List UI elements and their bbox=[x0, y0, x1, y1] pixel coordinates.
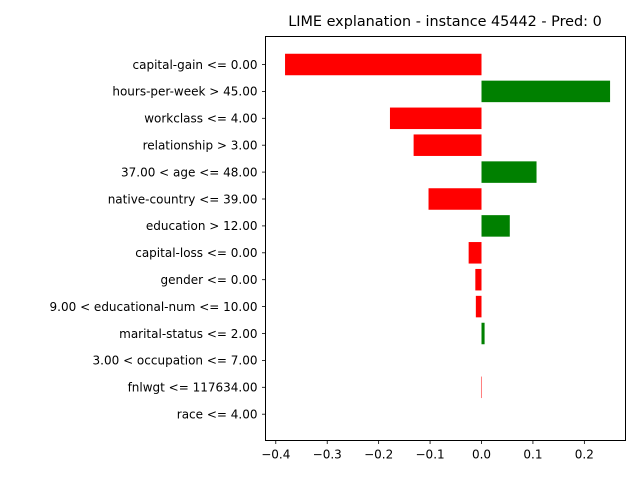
bar bbox=[481, 322, 485, 345]
y-tick-label: 9.00 < educational-num <= 10.00 bbox=[50, 300, 258, 314]
x-axis: −0.4 −0.3 −0.2 −0.1 0.0 0.1 0.2 bbox=[261, 440, 594, 462]
y-tick-label: capital-gain <= 0.00 bbox=[133, 58, 258, 72]
y-axis: capital-gain <= 0.00 hours-per-week > 45.… bbox=[50, 58, 266, 422]
bar bbox=[389, 107, 482, 130]
bar bbox=[413, 134, 482, 156]
bar bbox=[428, 188, 482, 210]
bar bbox=[475, 295, 482, 318]
y-tick-label: gender <= 0.00 bbox=[161, 273, 258, 287]
x-tick-label: −0.3 bbox=[313, 448, 342, 462]
x-tick-label: 0.2 bbox=[575, 448, 594, 462]
bar bbox=[480, 376, 482, 399]
y-tick-label: race <= 4.00 bbox=[177, 408, 258, 422]
x-tick-label: −0.4 bbox=[261, 448, 290, 462]
bar bbox=[481, 161, 537, 183]
chart-title: LIME explanation - instance 45442 - Pred… bbox=[288, 14, 602, 30]
y-tick-label: 37.00 < age <= 48.00 bbox=[121, 165, 257, 179]
y-tick-label: workclass <= 4.00 bbox=[144, 112, 257, 126]
bar bbox=[481, 80, 611, 103]
bar bbox=[468, 242, 482, 264]
y-tick-label: capital-loss <= 0.00 bbox=[135, 246, 257, 260]
y-tick-label: relationship > 3.00 bbox=[143, 139, 258, 153]
y-tick-label: native-country <= 39.00 bbox=[108, 192, 258, 206]
x-tick-label: 0.1 bbox=[523, 448, 542, 462]
x-tick-label: −0.1 bbox=[416, 448, 445, 462]
y-tick-label: hours-per-week > 45.00 bbox=[112, 85, 257, 99]
bars-layer bbox=[285, 53, 611, 399]
y-tick-label: education > 12.00 bbox=[146, 219, 258, 233]
bar bbox=[475, 268, 482, 291]
y-tick-label: 3.00 < occupation <= 7.00 bbox=[93, 354, 258, 368]
y-tick-label: marital-status <= 2.00 bbox=[119, 327, 257, 341]
bar bbox=[481, 215, 510, 237]
bar bbox=[285, 53, 482, 76]
x-tick-label: −0.2 bbox=[364, 448, 393, 462]
y-tick-label: fnlwgt <= 117634.00 bbox=[128, 381, 258, 395]
x-tick-label: 0.0 bbox=[472, 448, 491, 462]
plot-frame bbox=[265, 36, 626, 441]
